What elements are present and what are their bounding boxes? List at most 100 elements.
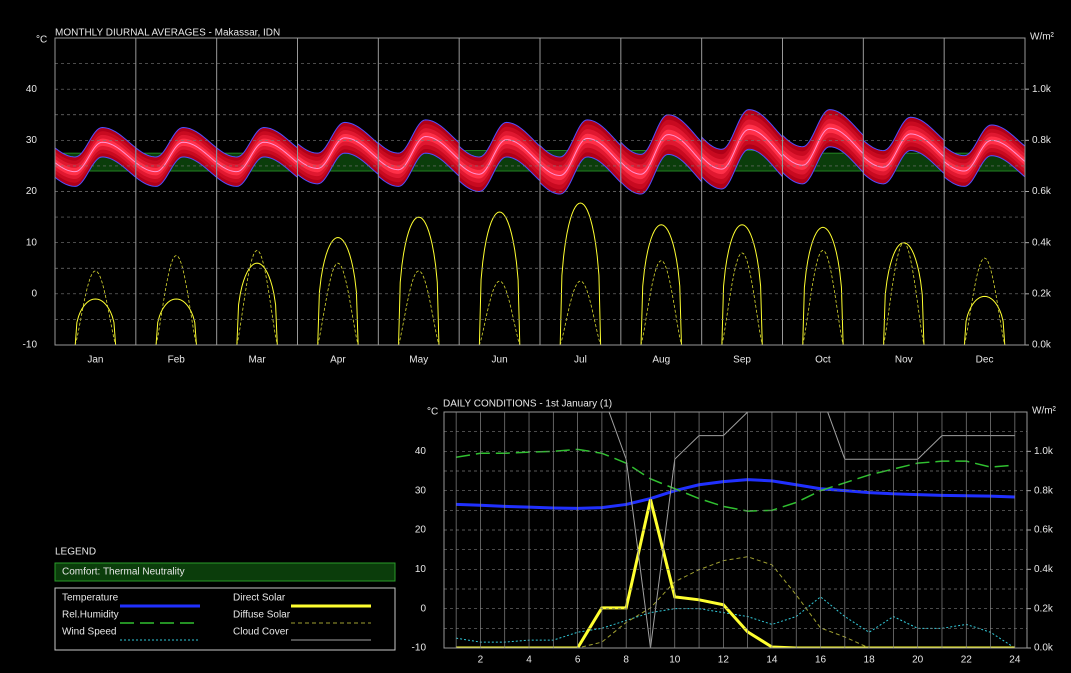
temperature-band [459,135,540,179]
y2-tick-label: 0.6k [1032,186,1052,197]
x-tick-label: Oct [815,355,831,366]
temperature-mean [135,141,217,173]
y2-tick-label: 0.2k [1034,603,1054,614]
y2-tick-label: 0.4k [1032,237,1052,248]
x-tick-label: 18 [864,655,876,666]
y-tick-label: 0 [420,603,426,614]
series-line [456,596,1016,648]
y2-axis-label: W/m² [1032,406,1057,417]
x-tick-label: Jun [492,355,508,366]
x-tick-label: 12 [718,655,730,666]
y-tick-label: 30 [26,135,38,146]
legend-label: Direct Solar [233,593,286,604]
y-tick-label: 40 [26,84,38,95]
legend-label: Rel.Humidity [62,610,119,621]
temperature-band [863,129,945,172]
chart-title: DAILY CONDITIONS - 1st January (1) [443,399,612,410]
direct-solar-line [297,237,379,345]
series-line [456,478,1015,510]
legend-label: Wind Speed [62,627,116,638]
y2-tick-label: 0.8k [1032,135,1052,146]
legend-label: Comfort: Thermal Neutrality [62,567,185,578]
temperature-band [216,138,298,176]
x-tick-label: Dec [976,355,994,366]
temperature-band [620,129,702,180]
x-tick-label: 6 [575,655,581,666]
x-tick-label: 4 [526,655,532,666]
y2-tick-label: 0.4k [1034,564,1054,575]
diffuse-solar-line [944,257,1025,345]
plot-area [55,109,1025,345]
y2-tick-label: 0.0k [1032,340,1052,351]
chart-title: MONTHLY DIURNAL AVERAGES - Makassar, IDN [55,28,280,39]
x-tick-label: Feb [168,355,186,366]
y-tick-label: 20 [26,186,38,197]
direct-solar-line [782,226,864,345]
x-tick-label: Jan [87,355,103,366]
temperature-mean [863,133,945,168]
direct-solar-line [55,298,136,345]
x-tick-label: Mar [248,355,266,366]
x-tick-label: 16 [815,655,827,666]
y-tick-label: 40 [415,446,427,457]
temperature-mean [943,139,1025,172]
temperature-band [540,133,621,181]
plot-area [456,412,1016,648]
y2-tick-label: 1.0k [1032,84,1052,95]
y-tick-label: -10 [23,340,38,351]
direct-solar-line [135,298,217,345]
y2-tick-label: 1.0k [1034,446,1054,457]
x-tick-label: May [409,355,428,366]
temperature-band [378,132,460,174]
legend-title: LEGEND [55,547,96,558]
y-tick-label: 30 [415,485,427,496]
temperature-mean [782,127,864,166]
direct-solar-line [216,262,298,345]
direct-solar-line [378,216,460,345]
x-tick-label: Apr [330,355,346,366]
temperature-band [135,138,217,176]
x-tick-label: Sep [733,355,751,366]
direct-solar-line [459,211,540,345]
series-line [456,499,1015,648]
temperature-mean [539,137,622,177]
y2-tick-label: 0.2k [1032,288,1052,299]
y-tick-label: -10 [412,643,427,654]
temperature-mean [458,139,541,175]
diffuse-solar-line [782,249,864,345]
direct-solar-line [540,202,621,345]
direct-solar-line [944,295,1025,345]
x-tick-label: 14 [766,655,778,666]
temperature-band [297,133,379,173]
legend-label: Cloud Cover [233,627,289,638]
series-line [608,412,1015,648]
y2-tick-label: 0.0k [1034,643,1054,654]
temperature-band [944,136,1025,175]
diffuse-solar-line [135,255,217,345]
direct-solar-line [620,224,702,345]
y2-tick-label: 0.6k [1034,525,1054,536]
diffuse-solar-line [701,252,783,345]
series-line [456,448,1015,512]
plot-border [443,411,1028,649]
diffuse-solar-line [216,249,298,345]
temperature-mean [701,128,783,170]
y-axis-label: °C [36,35,47,46]
x-tick-label: 20 [912,655,924,666]
temperature-mean [55,141,137,173]
x-tick-label: Aug [652,355,670,366]
legend-box [54,587,396,651]
temperature-band [55,138,136,176]
direct-solar-line [701,224,783,345]
legend-comfort-box [54,562,396,582]
x-tick-label: 22 [961,655,973,666]
y2-tick-label: 0.8k [1034,485,1054,496]
temperature-band [701,124,783,175]
y-axis-label: °C [427,407,438,418]
y-tick-label: 0 [31,288,37,299]
legend-label: Diffuse Solar [233,610,291,621]
x-tick-label: 24 [1009,655,1021,666]
y-tick-label: 10 [415,564,427,575]
